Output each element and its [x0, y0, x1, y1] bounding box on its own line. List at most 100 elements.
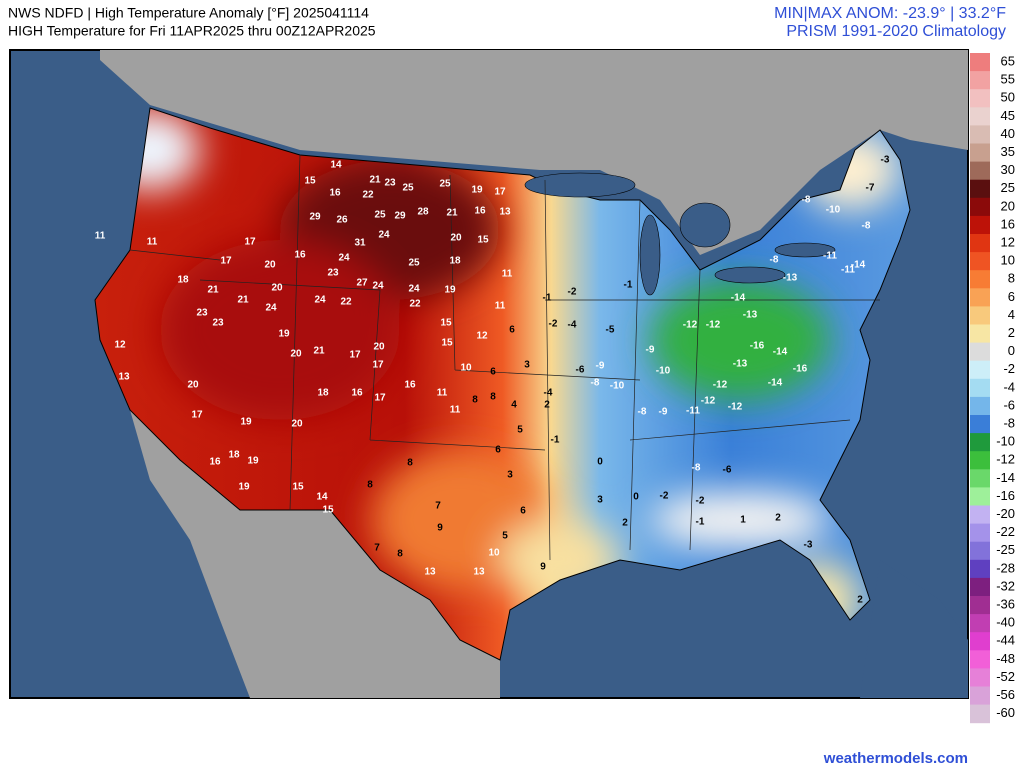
station-value: -14: [731, 293, 746, 304]
legend-swatch: [970, 505, 990, 525]
station-value: 21: [207, 285, 219, 296]
station-value: 15: [304, 176, 316, 187]
legend-label: -2: [1003, 361, 1015, 376]
station-value: 15: [292, 482, 304, 493]
station-value: -8: [770, 255, 779, 266]
station-value: 0: [597, 457, 603, 468]
station-value: 20: [291, 419, 303, 430]
station-value: 31: [354, 238, 366, 249]
station-value: 11: [437, 388, 448, 399]
legend-label: -56: [996, 687, 1015, 702]
station-value: -8: [802, 195, 811, 206]
legend-label: -16: [996, 488, 1015, 503]
station-value: -8: [591, 378, 600, 389]
station-value: 18: [449, 256, 461, 267]
caribbean: [860, 560, 968, 698]
climatology: PRISM 1991-2020 Climatology: [786, 23, 1006, 40]
legend-swatch: [970, 234, 990, 253]
station-value: -11: [841, 265, 855, 276]
station-value: 14: [330, 160, 342, 171]
legend-swatch: [970, 143, 990, 163]
station-value: -7: [866, 183, 875, 194]
legend-swatch: [970, 632, 990, 651]
legend-swatch: [970, 668, 990, 687]
legend-label: 8: [1008, 271, 1015, 286]
legend-label: -6: [1003, 397, 1015, 412]
station-value: 6: [520, 506, 526, 517]
legend-label: 30: [1001, 162, 1015, 177]
station-value: 16: [294, 250, 306, 261]
anomaly-range: MIN|MAX ANOM: -23.9° | 33.2°F: [774, 5, 1006, 22]
station-value: -3: [881, 155, 890, 166]
state-lines: [129, 154, 880, 561]
station-value: -2: [549, 319, 558, 330]
legend-label: -25: [996, 542, 1015, 557]
station-value: 2: [775, 513, 781, 524]
station-value: 8: [407, 458, 413, 469]
station-value: -4: [568, 320, 577, 331]
legend-label: -60: [996, 705, 1015, 720]
subtitle: HIGH Temperature for Fri 11APR2025 thru …: [8, 23, 376, 39]
station-value: 21: [237, 295, 249, 306]
station-value: 24: [372, 281, 384, 292]
station-value: 9: [437, 523, 443, 534]
station-value: 14: [316, 492, 328, 503]
station-value: 16: [351, 388, 363, 399]
station-value: 28: [417, 207, 429, 218]
station-value: -1: [543, 293, 552, 304]
station-value: -14: [773, 347, 788, 358]
station-value: 11: [147, 237, 158, 248]
station-value: -1: [624, 280, 633, 291]
station-value: -3: [804, 540, 813, 551]
station-value: 18: [317, 388, 329, 399]
station-value: 23: [327, 268, 339, 279]
legend-label: -22: [996, 524, 1015, 539]
station-value: -1: [551, 435, 560, 446]
legend-label: -28: [996, 560, 1015, 575]
station-value: 19: [238, 482, 250, 493]
station-value: 24: [265, 303, 277, 314]
station-value: 22: [409, 299, 421, 310]
station-value: 2: [544, 400, 550, 411]
legend-label: 20: [1001, 198, 1015, 213]
legend-swatch: [970, 360, 990, 380]
station-value: -12: [728, 402, 743, 413]
station-value: 20: [290, 349, 302, 360]
station-value: -2: [660, 491, 669, 502]
station-value: 23: [196, 308, 208, 319]
station-value: 9: [540, 562, 546, 573]
station-value: 4: [511, 400, 517, 411]
station-value: 21: [313, 346, 325, 357]
legend-swatch: [970, 433, 990, 452]
legend-swatch: [970, 577, 990, 597]
title: NWS NDFD | High Temperature Anomaly [°F]…: [8, 5, 369, 21]
station-value: 26: [336, 215, 348, 226]
station-value: -9: [596, 361, 605, 372]
station-value: 20: [187, 380, 199, 391]
station-value: 3: [524, 360, 530, 371]
legend-label: -32: [996, 578, 1015, 593]
station-value: 10: [460, 363, 472, 374]
station-value: 20: [264, 260, 276, 271]
legend-label: -14: [996, 470, 1015, 485]
legend-label: 6: [1008, 289, 1015, 304]
station-value: 24: [314, 295, 326, 306]
station-value: 2: [622, 518, 628, 529]
station-value: 19: [278, 329, 290, 340]
station-value: -4: [544, 388, 553, 399]
station-value: 8: [367, 480, 373, 491]
station-value: 11: [502, 269, 513, 280]
legend-label: 4: [1008, 307, 1015, 322]
legend-label: -44: [996, 633, 1015, 648]
legend-swatch: [970, 686, 990, 706]
station-value: -16: [793, 364, 808, 375]
station-value: 19: [444, 285, 456, 296]
station-value: 12: [476, 331, 488, 342]
legend-label: -40: [996, 615, 1015, 630]
station-value: 20: [450, 233, 462, 244]
station-value: 15: [440, 318, 452, 329]
station-value: 2: [857, 595, 863, 606]
station-value: 24: [378, 230, 390, 241]
station-value: 11: [495, 301, 506, 312]
station-value: 29: [309, 212, 321, 223]
